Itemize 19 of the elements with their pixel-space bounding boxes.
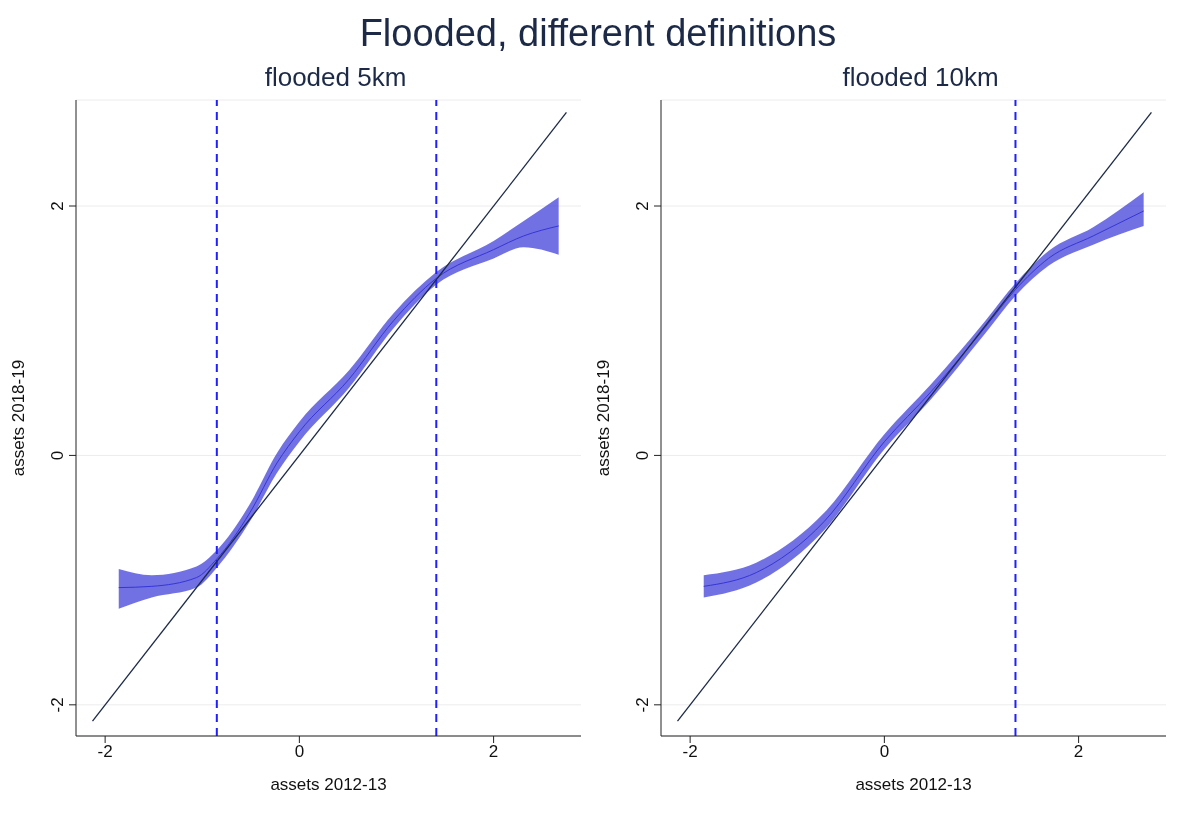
x-tick-label: 0 xyxy=(879,742,890,762)
chart-subtitle: flooded 10km xyxy=(841,62,1000,94)
x-tick-label: -2 xyxy=(682,742,698,762)
y-tick-label: 0 xyxy=(48,450,67,461)
x-tick-label: 2 xyxy=(1073,742,1084,762)
x-tick-label: 2 xyxy=(488,742,499,762)
y-axis-title: assets 2018-19 xyxy=(594,359,614,477)
y-axis-title: assets 2018-19 xyxy=(9,359,29,477)
y-tick-label: 2 xyxy=(633,201,652,211)
x-axis-title: assets 2012-13 xyxy=(855,775,972,794)
chart-title: Flooded, different definitions xyxy=(358,11,838,56)
y-tick-label: -2 xyxy=(48,697,67,713)
x-axis-title: assets 2012-13 xyxy=(270,775,387,794)
y-tick-label: 0 xyxy=(633,450,652,461)
x-tick-label: 0 xyxy=(294,742,305,762)
chart-subtitle: flooded 5km xyxy=(263,62,408,94)
y-tick-label: -2 xyxy=(633,697,652,713)
y-tick-label: 2 xyxy=(48,201,67,211)
x-tick-label: -2 xyxy=(97,742,113,762)
